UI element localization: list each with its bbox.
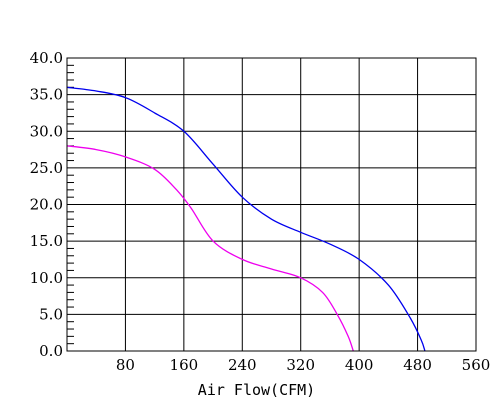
x-tick-label: 320 <box>286 356 315 374</box>
x-axis-title: Air Flow(CFM) <box>198 381 315 399</box>
series-line-2 <box>66 145 354 352</box>
plot-frame <box>66 57 477 352</box>
y-tick-label: 10.0 <box>30 269 63 287</box>
x-tick-label: 240 <box>228 356 257 374</box>
y-tick-label: 35.0 <box>30 86 63 104</box>
y-tick-label: 0.0 <box>39 342 63 360</box>
y-tick-label: 20.0 <box>30 196 63 214</box>
y-tick-label: 30.0 <box>30 122 63 140</box>
y-tick-label: 15.0 <box>30 232 63 250</box>
series-line-1 <box>66 86 426 352</box>
x-tick-label: 560 <box>462 356 491 374</box>
y-tick-label: 25.0 <box>30 159 63 177</box>
x-tick-label: 160 <box>170 356 199 374</box>
x-tick-label: 480 <box>403 356 432 374</box>
grid-lines <box>67 58 476 351</box>
y-tick-label: 5.0 <box>39 305 63 323</box>
y-tick-label: 40.0 <box>30 49 63 67</box>
x-tick-label: 80 <box>116 356 135 374</box>
x-tick-label: 400 <box>345 356 374 374</box>
series-lines <box>66 86 426 352</box>
tick-labels: 80 160 240 320 400 480 560 0.0 5.0 10.0 15.0 20.0 25… <box>30 49 491 374</box>
